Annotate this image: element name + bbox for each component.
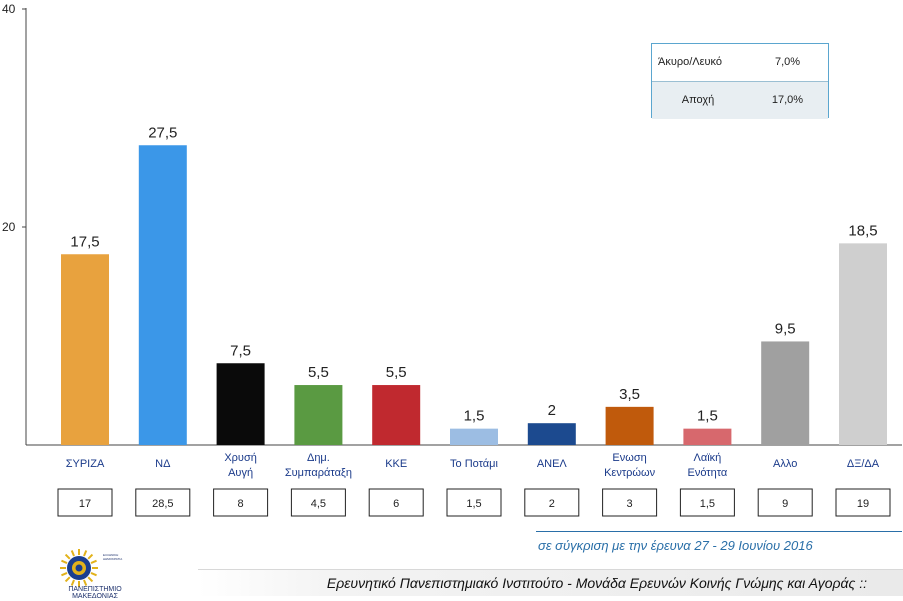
legend-value: 17,0% [771,94,804,106]
category-label: Λαϊκή [694,452,722,464]
bar [605,406,654,445]
category-label: Ενωση [612,452,646,464]
logo-ray [64,553,71,560]
logo-ray [70,579,75,586]
bar [527,423,576,445]
bar [294,385,343,445]
comparison-box [524,488,580,517]
bar-value-label: 1,5 [697,408,718,425]
comparison-value: 8 [238,498,244,510]
category-label: ΝΔ [155,458,171,470]
category-label: ΣΥΡΙΖΑ [66,458,105,470]
bar [372,385,421,445]
chart-labels: 17,5 ΣΥΡΙΖΑ 27,5 ΝΔ 7,5 Χρυσή Αυγή 5,5 Δημ. Συμπα… [66,124,880,479]
comparison-divider [536,531,902,532]
category-label: ΚΚΕ [385,458,407,470]
comparison-box [446,488,502,517]
logo-small-text: ΕΛΛΗΝΙΚΗ ΔΗΜΟΚΡΑΤΙΑ [103,553,123,561]
bar [683,428,732,445]
bar-value-label: 5,5 [386,364,407,381]
legend-row-abstention: Αποχή 17,0% [652,81,828,119]
comparison-box [835,488,891,517]
logo-ray [90,559,97,564]
logo-ray [61,559,68,564]
comparison-note: σε σύγκριση με την έρευνα 27 - 29 Ιουνίο… [538,538,813,553]
comparison-box [368,488,424,517]
bar-value-label: 2 [548,402,556,419]
legend-label: Αποχή [681,94,715,106]
bar-value-label: 18,5 [848,222,877,239]
comparison-value: 19 [857,498,869,510]
comparison-box [602,488,658,517]
logo-emblem-icon [60,549,98,587]
bar-value-label: 27,5 [148,124,177,141]
bar-value-label: 17,5 [70,233,99,250]
logo-ray [90,572,97,577]
comparison-value: 17 [79,498,91,510]
category-label: Χρυσή [224,452,257,464]
legend-value: 7,0% [774,56,801,68]
comparison-boxes: 17 28,5 8 4,5 6 1,5 2 3 1,5 9 19 [57,488,891,517]
bar-value-label: 5,5 [308,364,329,381]
category-label: Κεντρώων [604,467,656,479]
comparison-box [57,488,113,517]
bar [761,341,810,445]
category-label: Δημ. [307,452,330,464]
legend-box: Άκυρο/Λευκό 7,0% Αποχή 17,0% [651,43,829,119]
category-label: Συμπαράταξη [285,467,352,479]
comparison-value: 9 [782,498,788,510]
comparison-value: 2 [549,498,555,510]
university-logo: ΕΛΛΗΝΙΚΗ ΔΗΜΟΚΡΑΤΙΑ ΠΑΝΕΠΙΣΤΗΜΙΟ ΜΑΚΕΔΟΝ… [55,544,135,600]
bar [450,428,498,445]
bar [61,254,109,445]
category-label: Το Ποτάμι [450,458,498,470]
comparison-box [213,488,269,517]
comparison-value: 1,5 [700,498,715,510]
legend-row-invalid-blank: Άκυρο/Λευκό 7,0% [652,44,828,81]
comparison-box [290,488,346,517]
footer-text: Ερευνητικό Πανεπιστημιακό Ινστιτούτο - Μ… [326,575,867,591]
bar-value-label: 3,5 [619,386,640,403]
category-label: Αυγή [228,467,253,479]
comparison-value: 4,5 [311,498,326,510]
logo-ray [83,550,88,557]
chart-bars [61,145,887,445]
bar [839,243,887,445]
comparison-box [135,488,191,517]
comparison-box [679,488,735,517]
comparison-value: 1,5 [466,498,481,510]
logo-ray [70,550,75,557]
footer-bar: Ερευνητικό Πανεπιστημιακό Ινστιτούτο - Μ… [198,569,903,596]
logo-ray [83,579,88,586]
bar [138,145,187,445]
bar-value-label: 1,5 [464,408,485,425]
category-label: Ενότητα [687,467,727,479]
logo-ray [87,553,94,560]
category-label: ΔΞ/ΔΑ [847,458,880,470]
category-label: ΑΝΕΛ [537,458,568,470]
comparison-value: 28,5 [152,498,173,510]
legend-label: Άκυρο/Λευκό [658,56,723,68]
bar [216,363,265,445]
category-label: Αλλο [773,458,797,470]
bar-value-label: 9,5 [775,320,796,337]
comparison-value: 3 [627,498,633,510]
bar-value-label: 7,5 [230,342,251,359]
logo-ray [87,576,94,583]
comparison-value: 6 [393,498,399,510]
logo-ray [64,576,71,583]
comparison-box [757,488,813,517]
logo-name: ΠΑΝΕΠΙΣΤΗΜΙΟ ΜΑΚΕΔΟΝΙΑΣ [68,586,122,600]
logo-ray [61,572,68,577]
y-tick-label: 20 [2,220,16,234]
y-tick-label: 40 [2,2,16,16]
